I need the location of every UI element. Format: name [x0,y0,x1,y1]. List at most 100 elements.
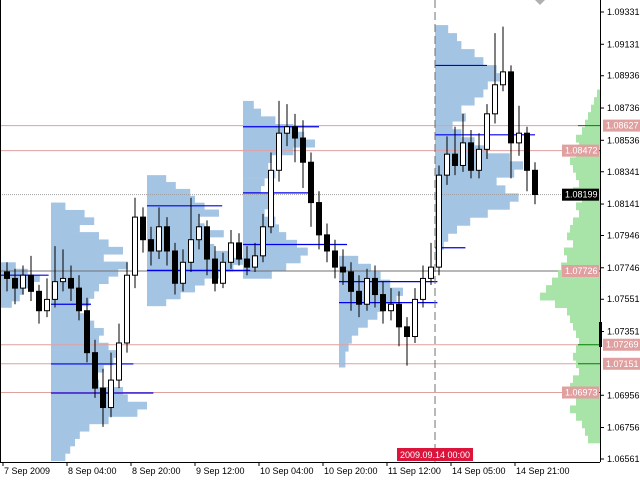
candle-body [492,84,498,115]
y-tick-label: 1.08536 [607,135,640,145]
x-tick-label: 10 Sep 20:00 [324,466,378,476]
session-profile-bar [51,453,66,462]
total-profile-bar [576,202,600,211]
candle-body [12,277,18,289]
session-profile-bar [243,116,276,125]
candle-body [68,277,74,289]
session-profile-bar [51,246,123,255]
candle-body [532,169,538,196]
total-profile-bar [576,345,600,354]
candle-body [476,148,482,171]
candle-body [84,310,90,354]
session-profile-bar [51,224,80,233]
session-profile-bar [51,423,90,432]
session-profile-bar [243,100,254,109]
session-profile-bar [339,335,352,344]
candle-body [100,387,106,409]
session-profile-bar [339,311,378,320]
total-profile-bar [567,307,600,316]
level-label-bg [603,357,640,370]
chart-shift-icon [535,0,545,5]
session-profile-bar [147,182,176,190]
session-profile-bar [51,327,104,336]
session-profile-bar [147,298,167,307]
session-profile-bar [51,394,128,403]
session-profile-bar [243,201,272,210]
candle-body [428,266,434,279]
y-tick-label: 1.06756 [607,423,640,433]
session-profile-bar [243,108,261,117]
session-profile-bar [435,57,484,66]
candle-body [228,242,234,263]
session-profile-bar [435,97,475,106]
level-label: 1.07269 [606,340,639,350]
session-profile-bar [435,201,510,210]
candle-body [204,226,210,260]
total-profile-bar [573,240,600,248]
candle-body [396,303,402,328]
candle-body [140,216,146,241]
level-label-bg [562,386,599,399]
x-tick-label: 10 Sep 04:00 [260,466,314,476]
level-label: 1.08627 [606,121,639,131]
session-profile-bar [0,294,20,302]
total-profile-bar [576,397,600,406]
session-profile-bar [147,264,234,272]
candle-body [92,352,98,389]
candle-body [60,277,66,283]
y-tick-label: 1.09131 [607,39,640,49]
candle-body [28,274,34,292]
session-profile-bar [51,357,114,366]
total-profile-bar [597,89,600,98]
session-profile-bar [339,343,349,352]
candle-body [252,255,258,268]
session-profile-bar [339,263,371,273]
session-profile-bar [51,364,104,373]
candle-body [444,153,450,176]
session-profile-bar [51,401,147,410]
session-profile-bar [435,185,506,194]
session-profile-bar [51,342,109,351]
candle-body [420,277,426,300]
session-profile-bar [435,225,457,234]
x-tick-label: 9 Sep 12:00 [196,466,245,476]
session-profile-bar [435,209,488,218]
y-tick-label: 1.08341 [607,167,640,177]
total-profile-bar [573,217,600,226]
session-profile-bar [147,175,167,183]
total-profile-bar [579,367,600,376]
y-tick-label: 1.08936 [607,71,640,81]
session-profile-bar [435,73,501,82]
session-profile-bar [435,105,462,114]
session-profile-bar [51,276,109,285]
time-marker-label-bg [397,448,473,461]
candle-body [116,342,122,381]
session-profile-bar [435,169,515,178]
candle-body [468,142,474,171]
session-profile-bar [147,188,191,197]
y-tick-label: 1.07746 [607,263,640,273]
session-profile-bar [339,319,368,328]
session-profile-bar [0,288,24,295]
session-profile-bar [51,350,119,358]
total-profile-bar [585,119,600,128]
session-profile-bar [51,320,95,329]
candle-body [180,261,186,284]
x-tick-label: 7 Sep 2009 [4,466,50,476]
candle-body [220,261,226,284]
session-profile-bar [243,124,294,133]
candle-body [292,126,298,139]
level-label: 1.08472 [565,146,598,156]
candle-body [148,239,154,252]
session-profile-bar [51,261,128,270]
level-label-bg [603,119,640,132]
total-profile-bar [588,435,600,444]
total-profile-bar [555,300,600,308]
session-profile-bar [51,217,95,226]
candle-body [244,258,250,268]
total-profile-bar [576,330,600,339]
candle-body [76,287,82,312]
session-profile-bar [243,216,276,225]
